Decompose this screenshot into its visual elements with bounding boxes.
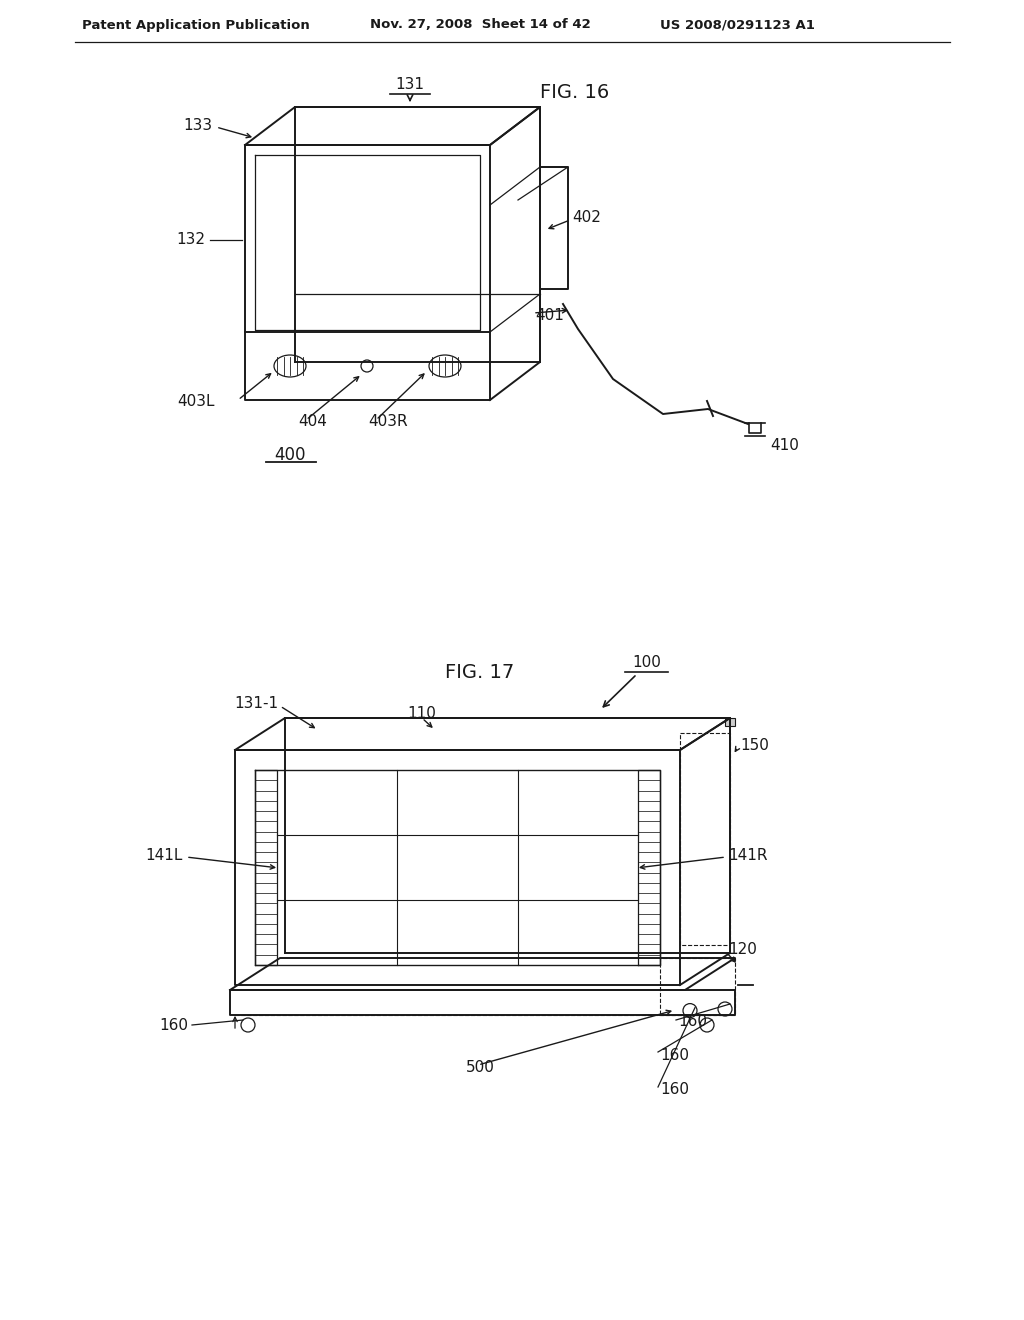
Text: 160: 160 (660, 1082, 689, 1097)
Text: 160: 160 (159, 1018, 188, 1032)
Text: FIG. 17: FIG. 17 (445, 663, 514, 681)
Text: 141L: 141L (145, 847, 183, 862)
Text: 150: 150 (740, 738, 769, 752)
Text: 160: 160 (660, 1048, 689, 1063)
Text: 500: 500 (466, 1060, 495, 1076)
Text: 133: 133 (183, 117, 212, 132)
Text: 403R: 403R (368, 414, 408, 429)
Text: 100: 100 (633, 655, 662, 671)
Text: 401: 401 (535, 308, 564, 322)
Text: 110: 110 (408, 705, 436, 721)
Text: 132: 132 (176, 232, 205, 248)
Text: 400: 400 (274, 446, 306, 465)
Text: 131: 131 (395, 77, 425, 92)
Text: 402: 402 (572, 210, 601, 226)
Text: 410: 410 (770, 438, 799, 454)
Text: 403L: 403L (177, 395, 215, 409)
Text: US 2008/0291123 A1: US 2008/0291123 A1 (660, 18, 815, 32)
Text: FIG. 16: FIG. 16 (540, 82, 609, 102)
Text: 404: 404 (298, 414, 327, 429)
Text: 131-1: 131-1 (233, 696, 278, 710)
Bar (725, 718, 735, 726)
Text: Patent Application Publication: Patent Application Publication (82, 18, 309, 32)
Text: 141R: 141R (728, 847, 768, 862)
Text: 160: 160 (678, 1015, 707, 1030)
Text: Nov. 27, 2008  Sheet 14 of 42: Nov. 27, 2008 Sheet 14 of 42 (370, 18, 591, 32)
Text: 120: 120 (728, 942, 757, 957)
